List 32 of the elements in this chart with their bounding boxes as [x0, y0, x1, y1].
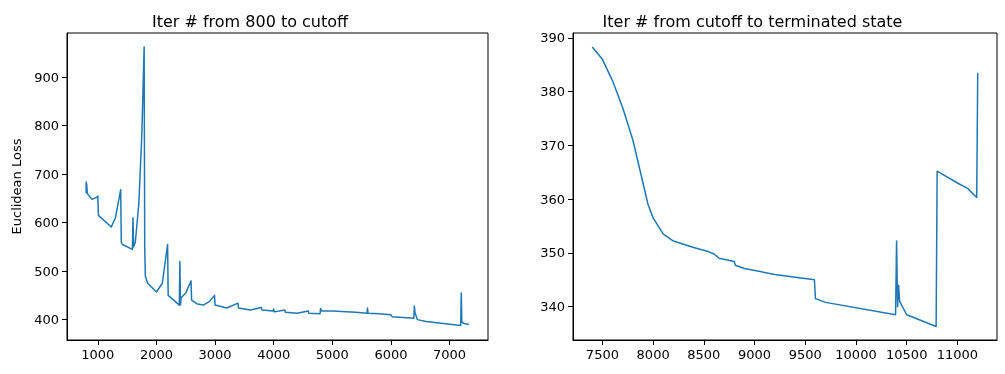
line-series: [85, 46, 470, 327]
y-tick-label: 370: [540, 137, 565, 153]
x-tick-label: 1000: [81, 347, 115, 362]
x-tick-label: 4000: [257, 347, 291, 362]
x-tick-label: 7500: [585, 347, 619, 362]
x-tick-label: 8000: [636, 347, 670, 362]
x-tick-label: 2000: [139, 347, 173, 362]
y-tick-label: 900: [34, 69, 59, 85]
y-tick-label: 500: [34, 263, 59, 279]
x-tick-label: 11000: [936, 347, 979, 362]
y-tick-label: 360: [540, 191, 565, 207]
x-tick-label: 8500: [687, 347, 721, 362]
y-tick-label: 390: [540, 30, 565, 46]
y-tick-label: 800: [34, 118, 59, 134]
x-tick-label: 5000: [315, 347, 349, 362]
x-tick-label: 6000: [374, 347, 408, 362]
x-tick-label: 10500: [886, 347, 928, 362]
x-tick-label: 3000: [198, 347, 232, 362]
y-tick-label: 400: [34, 312, 59, 328]
y-tick-label: 380: [540, 84, 565, 100]
y-tick-label: 700: [34, 166, 59, 182]
x-tick-label: 10000: [835, 347, 877, 362]
x-tick-label: 9500: [788, 347, 822, 362]
x-tick-label: 9000: [738, 347, 772, 362]
x-tick-label: 7000: [433, 347, 467, 362]
y-tick-label: 340: [540, 299, 565, 315]
chart-title: Iter # from 800 to cutoff: [151, 11, 350, 31]
y-axis-title: Euclidean Loss: [9, 138, 24, 235]
chart-title: Iter # from cutoff to terminated state: [602, 11, 903, 31]
y-tick-label: 350: [540, 245, 565, 261]
y-tick-label: 600: [34, 215, 59, 231]
line-series: [591, 46, 979, 328]
